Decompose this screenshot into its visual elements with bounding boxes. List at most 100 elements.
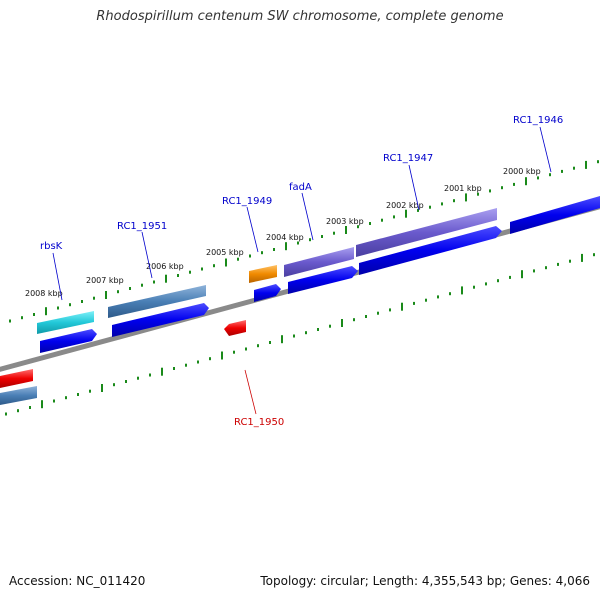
kbp-label: 2008 kbp [25, 289, 63, 298]
lower-scale-tick [29, 406, 31, 409]
upper-scale-tick [33, 313, 35, 316]
lower-scale-tick [497, 279, 499, 283]
upper-scale-tick [273, 248, 275, 251]
lower-scale-tick [389, 308, 391, 312]
lower-scale-tick [317, 328, 319, 331]
gene-feature-rc1-1951[interactable] [108, 285, 206, 318]
leader-line [52, 252, 63, 301]
leader-line [141, 231, 153, 279]
lower-scale-tick [197, 360, 199, 364]
kbp-label: 2001 kbp [444, 184, 482, 193]
cds-arrow[interactable] [254, 284, 281, 302]
kbp-label: 2006 kbp [146, 262, 184, 271]
lower-scale-tick [509, 275, 511, 279]
lower-scale-tick [257, 344, 259, 348]
leader-line [244, 369, 257, 415]
upper-scale-tick [225, 258, 227, 267]
lower-scale-tick [341, 319, 343, 327]
gene-feature-fada[interactable] [284, 247, 354, 277]
cds-arrow[interactable] [40, 329, 97, 353]
lower-scale-tick [593, 253, 595, 257]
gene-feature-red-edge[interactable] [0, 369, 33, 388]
lower-scale-tick [209, 357, 211, 361]
lower-scale-tick [17, 409, 19, 413]
upper-scale-tick [417, 208, 419, 212]
lower-scale-tick [173, 367, 175, 370]
upper-scale-tick [93, 296, 95, 300]
lower-scale-tick [137, 376, 139, 380]
lower-scale-tick [473, 285, 475, 289]
upper-scale-tick [165, 274, 167, 283]
gene-label-rc1-1950[interactable]: RC1_1950 [234, 417, 284, 428]
kbp-label: 2005 kbp [206, 248, 244, 257]
upper-scale-tick [309, 238, 311, 242]
lower-scale-tick [65, 396, 67, 400]
gene-label-rc1-1946[interactable]: RC1_1946 [513, 115, 563, 126]
leader-line [246, 206, 259, 253]
gene-feature-rc1-1949[interactable] [249, 265, 277, 283]
lower-scale-tick [41, 400, 43, 409]
upper-scale-tick [261, 251, 263, 255]
gene-label-fada[interactable]: fadA [289, 182, 312, 193]
upper-scale-tick [429, 205, 431, 209]
lower-scale-tick [221, 351, 223, 360]
kbp-label: 2004 kbp [266, 233, 304, 242]
gene-feature-rc1-1950[interactable] [224, 320, 246, 336]
upper-scale-tick [177, 274, 179, 277]
kbp-label: 2002 kbp [386, 201, 424, 210]
upper-scale-tick [213, 264, 215, 268]
leader-line [301, 192, 314, 241]
upper-scale-tick [129, 287, 131, 290]
map-title: Rhodospirillum centenum SW chromosome, c… [96, 9, 504, 24]
upper-scale-tick [57, 306, 59, 310]
lower-scale-tick [53, 399, 55, 403]
gene-feature-rbsk[interactable] [37, 311, 94, 334]
kbp-label: 2003 kbp [326, 217, 364, 226]
lower-scale-tick [413, 301, 415, 305]
cds-arrow[interactable] [359, 226, 502, 275]
cds-arrow[interactable] [112, 303, 209, 337]
cds-arrow[interactable] [510, 196, 600, 234]
lower-scale-tick [185, 363, 187, 367]
upper-scale-tick [153, 280, 155, 284]
gene-label-rc1-1951[interactable]: RC1_1951 [117, 221, 167, 232]
lower-tick-row [5, 253, 595, 416]
lower-scale-tick [233, 350, 235, 354]
lower-scale-tick [125, 380, 127, 383]
upper-scale-tick [105, 291, 107, 299]
upper-scale-tick [537, 176, 539, 180]
upper-scale-tick [525, 177, 527, 186]
upper-scale-tick [561, 169, 563, 173]
cds-arrow[interactable] [288, 266, 358, 294]
lower-scale-tick [89, 389, 91, 393]
upper-scale-tick [189, 270, 191, 274]
upper-scale-tick [513, 182, 515, 186]
lower-scale-tick [305, 331, 307, 335]
upper-scale-tick [21, 316, 23, 320]
gene-label-rc1-1949[interactable]: RC1_1949 [222, 196, 272, 207]
upper-scale-tick [333, 231, 335, 235]
lower-scale-tick [365, 315, 367, 318]
upper-scale-tick [477, 192, 479, 196]
genome-summary: Topology: circular; Length: 4,355,543 bp… [260, 574, 590, 588]
lower-scale-tick [521, 270, 523, 279]
lower-scale-tick [353, 318, 355, 322]
leader-line [539, 126, 552, 173]
gene-feature-rc1-1947[interactable] [356, 208, 497, 257]
upper-scale-tick [321, 235, 323, 238]
upper-scale-tick [549, 173, 551, 177]
upper-scale-tick [297, 241, 299, 245]
lower-scale-tick [533, 269, 535, 273]
gene-label-rbsk[interactable]: rbsK [40, 241, 63, 252]
lower-scale-tick [437, 295, 439, 299]
lower-scale-tick [461, 286, 463, 295]
gene-feature-steel-edge[interactable] [0, 386, 37, 405]
upper-scale-tick [45, 307, 47, 316]
lower-scale-tick [401, 302, 403, 311]
lower-scale-tick [5, 412, 7, 416]
upper-scale-tick [201, 267, 203, 271]
lower-scale-tick [161, 367, 163, 376]
upper-scale-tick [345, 226, 347, 234]
gene-label-rc1-1947[interactable]: RC1_1947 [383, 153, 433, 164]
